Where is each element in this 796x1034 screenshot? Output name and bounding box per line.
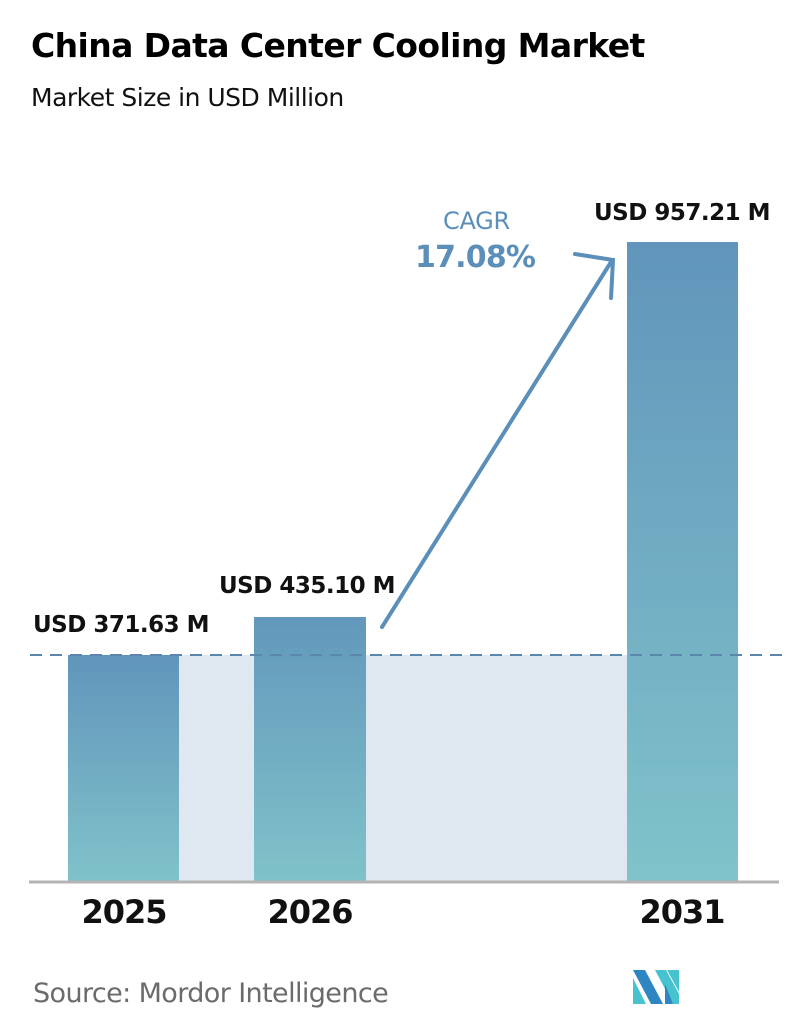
value-label-2025: USD 371.63 M (33, 612, 210, 638)
cagr-arrow-icon (380, 252, 616, 629)
cagr-label: CAGR (443, 207, 510, 235)
x-tick-2025: 2025 (81, 893, 167, 931)
cagr-value: 17.08% (415, 240, 536, 275)
mordor-logo-icon (633, 970, 679, 1004)
chart-title: China Data Center Cooling Market (31, 26, 645, 65)
chart-subtitle: Market Size in USD Million (31, 83, 344, 112)
bar-2026 (254, 617, 366, 881)
x-tick-2026: 2026 (267, 893, 353, 931)
x-tick-2031: 2031 (639, 893, 725, 931)
value-label-2031: USD 957.21 M (594, 200, 771, 226)
bar-2025 (68, 655, 179, 881)
source-text: Source: Mordor Intelligence (33, 978, 389, 1009)
bar-2031 (627, 242, 738, 881)
value-label-2026: USD 435.10 M (219, 573, 396, 599)
